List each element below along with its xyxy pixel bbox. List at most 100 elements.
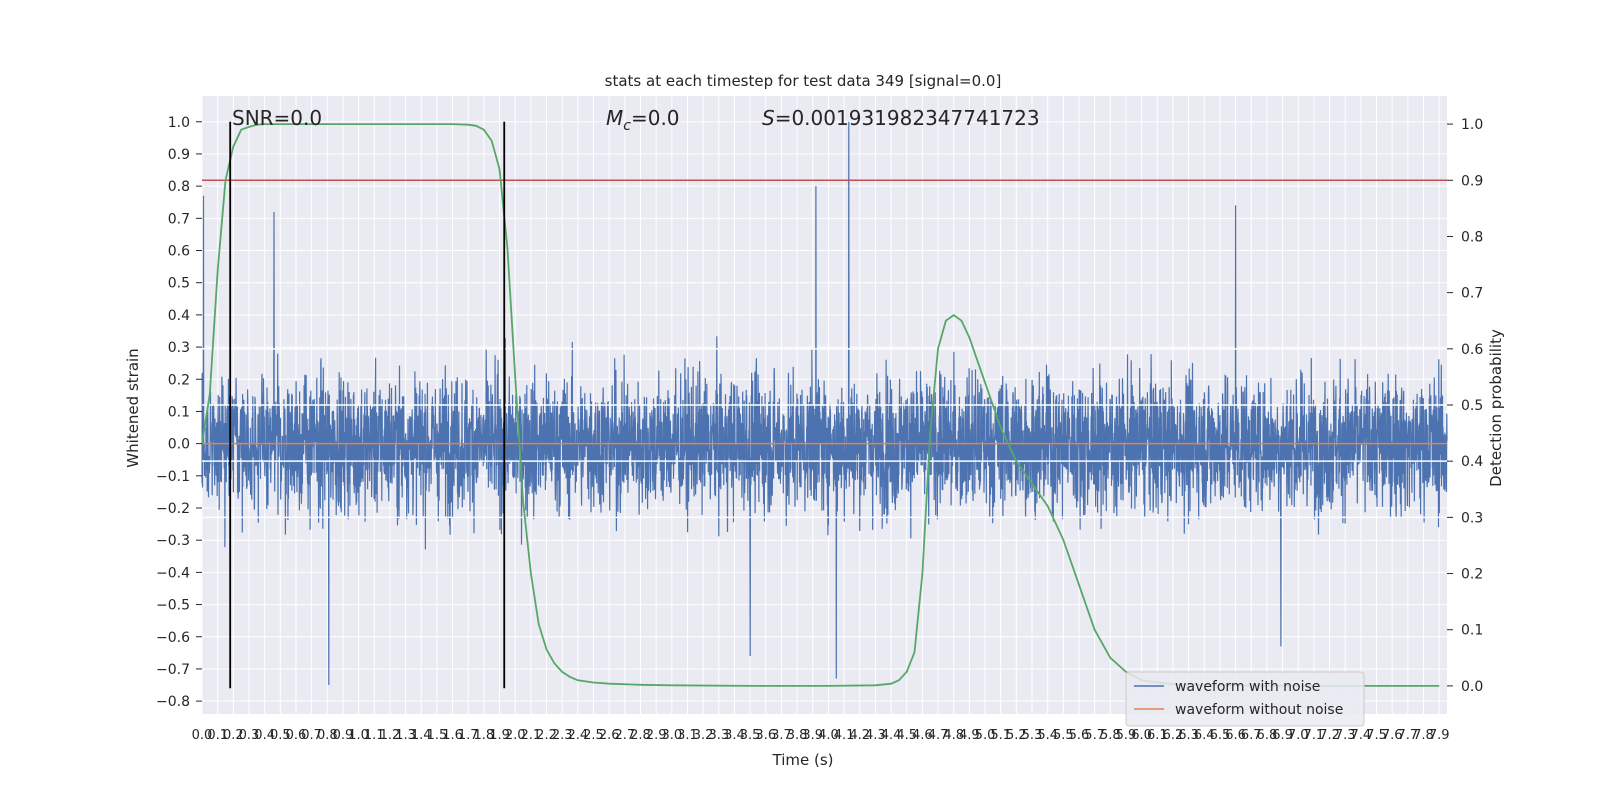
snr-annotation: SNR=0.0 [232, 106, 322, 130]
y-tick-label: 0.7 [168, 211, 190, 227]
x-tick-label: 3.2 [693, 728, 714, 743]
x-tick-label: 0.0 [192, 728, 213, 743]
mc-subscript: c [623, 118, 631, 134]
x-tick-label: 2.9 [646, 728, 667, 743]
y-tick-label: 0.8 [168, 179, 190, 195]
x-tick-label: 0.7 [301, 728, 322, 743]
x-tick-label: 7.4 [1351, 728, 1372, 743]
y-tick-label: −0.1 [156, 469, 190, 485]
axis-layer: 0.00.10.20.30.40.50.60.70.80.91.01.11.21… [156, 115, 1483, 743]
x-tick-label: 6.2 [1163, 728, 1184, 743]
x-tick-label: 1.0 [348, 728, 369, 743]
x-tick-label: 4.2 [849, 728, 870, 743]
x-tick-label: 2.2 [536, 728, 557, 743]
x-tick-label: 2.6 [599, 728, 620, 743]
x-tick-label: 4.4 [881, 728, 902, 743]
x-tick-label: 4.6 [912, 728, 933, 743]
x-tick-label: 7.8 [1413, 728, 1434, 743]
y2-tick-label: 0.1 [1461, 623, 1483, 639]
x-axis-label: Time (s) [772, 751, 834, 769]
x-tick-label: 2.4 [568, 728, 589, 743]
x-tick-label: 7.9 [1429, 728, 1450, 743]
x-tick-label: 1.9 [489, 728, 510, 743]
x-tick-label: 4.0 [818, 728, 839, 743]
y-tick-label: 0.4 [168, 308, 190, 324]
x-tick-label: 6.4 [1194, 728, 1215, 743]
x-tick-label: 1.5 [427, 728, 448, 743]
x-tick-label: 6.5 [1210, 728, 1231, 743]
chart-title: stats at each timestep for test data 349… [605, 72, 1002, 90]
x-tick-label: 5.6 [1069, 728, 1090, 743]
x-tick-label: 5.2 [1006, 728, 1027, 743]
y-tick-label: 0.5 [168, 276, 190, 292]
x-tick-label: 4.1 [834, 728, 855, 743]
y-tick-label: 0.3 [168, 340, 190, 356]
x-tick-label: 1.6 [442, 728, 463, 743]
x-tick-label: 2.3 [552, 728, 573, 743]
x-tick-label: 6.9 [1272, 728, 1293, 743]
x-tick-label: 6.8 [1257, 728, 1278, 743]
y-tick-label: −0.7 [156, 662, 190, 678]
x-tick-label: 5.0 [975, 728, 996, 743]
x-tick-label: 3.7 [771, 728, 792, 743]
x-tick-label: 5.8 [1100, 728, 1121, 743]
x-tick-label: 3.3 [708, 728, 729, 743]
x-tick-label: 5.5 [1053, 728, 1074, 743]
x-tick-label: 2.1 [521, 728, 542, 743]
y2-tick-label: 0.2 [1461, 567, 1483, 583]
legend-label-clean: waveform without noise [1175, 702, 1343, 718]
x-tick-label: 6.0 [1131, 728, 1152, 743]
y-tick-label: −0.4 [156, 565, 190, 581]
x-tick-label: 3.1 [677, 728, 698, 743]
x-tick-label: 0.6 [286, 728, 307, 743]
x-tick-label: 2.7 [614, 728, 635, 743]
x-tick-label: 1.8 [474, 728, 495, 743]
x-tick-label: 7.0 [1288, 728, 1309, 743]
y-tick-label: 0.0 [168, 437, 190, 453]
y2-tick-label: 0.6 [1461, 342, 1483, 358]
y-tick-label: 0.1 [168, 404, 190, 420]
x-tick-label: 5.7 [1084, 728, 1105, 743]
x-tick-label: 3.0 [661, 728, 682, 743]
y-tick-label: −0.2 [156, 501, 190, 517]
y2-tick-label: 0.0 [1461, 679, 1483, 695]
y2-tick-label: 0.9 [1461, 173, 1483, 189]
x-tick-label: 1.1 [364, 728, 385, 743]
x-tick-label: 7.3 [1335, 728, 1356, 743]
s-annotation: S=0.001931982347741723 [762, 106, 1040, 130]
y2-tick-label: 1.0 [1461, 117, 1483, 133]
x-tick-label: 4.7 [928, 728, 949, 743]
y-tick-label: 0.6 [168, 244, 190, 260]
y2-tick-label: 0.7 [1461, 286, 1483, 302]
y-tick-label: 0.9 [168, 147, 190, 163]
x-tick-label: 1.2 [380, 728, 401, 743]
x-tick-label: 0.5 [270, 728, 291, 743]
x-tick-label: 0.2 [223, 728, 244, 743]
x-tick-label: 5.1 [990, 728, 1011, 743]
y-tick-label: −0.5 [156, 598, 190, 614]
waveform-with-noise-line [201, 121, 1448, 686]
y-tick-label: −0.3 [156, 533, 190, 549]
x-tick-label: 3.4 [724, 728, 745, 743]
x-tick-label: 7.5 [1366, 728, 1387, 743]
x-tick-label: 4.9 [959, 728, 980, 743]
x-tick-label: 2.0 [505, 728, 526, 743]
y-tick-label: −0.6 [156, 630, 190, 646]
x-tick-label: 7.6 [1382, 728, 1403, 743]
x-tick-label: 4.8 [943, 728, 964, 743]
legend-label-noise: waveform with noise [1175, 679, 1320, 695]
x-tick-label: 5.4 [1037, 728, 1058, 743]
x-tick-label: 6.7 [1241, 728, 1262, 743]
y2-axis-label: Detection probability [1487, 329, 1505, 487]
x-tick-label: 5.9 [1116, 728, 1137, 743]
x-tick-label: 3.9 [802, 728, 823, 743]
y2-tick-label: 0.8 [1461, 229, 1483, 245]
y-tick-label: 0.2 [168, 372, 190, 388]
y2-tick-label: 0.5 [1461, 398, 1483, 414]
chirp-mass-annotation: Mc=0.0 [606, 106, 680, 134]
x-tick-label: 0.8 [317, 728, 338, 743]
s-symbol: S [762, 106, 775, 130]
mc-symbol: M [606, 106, 623, 130]
x-tick-label: 1.3 [395, 728, 416, 743]
